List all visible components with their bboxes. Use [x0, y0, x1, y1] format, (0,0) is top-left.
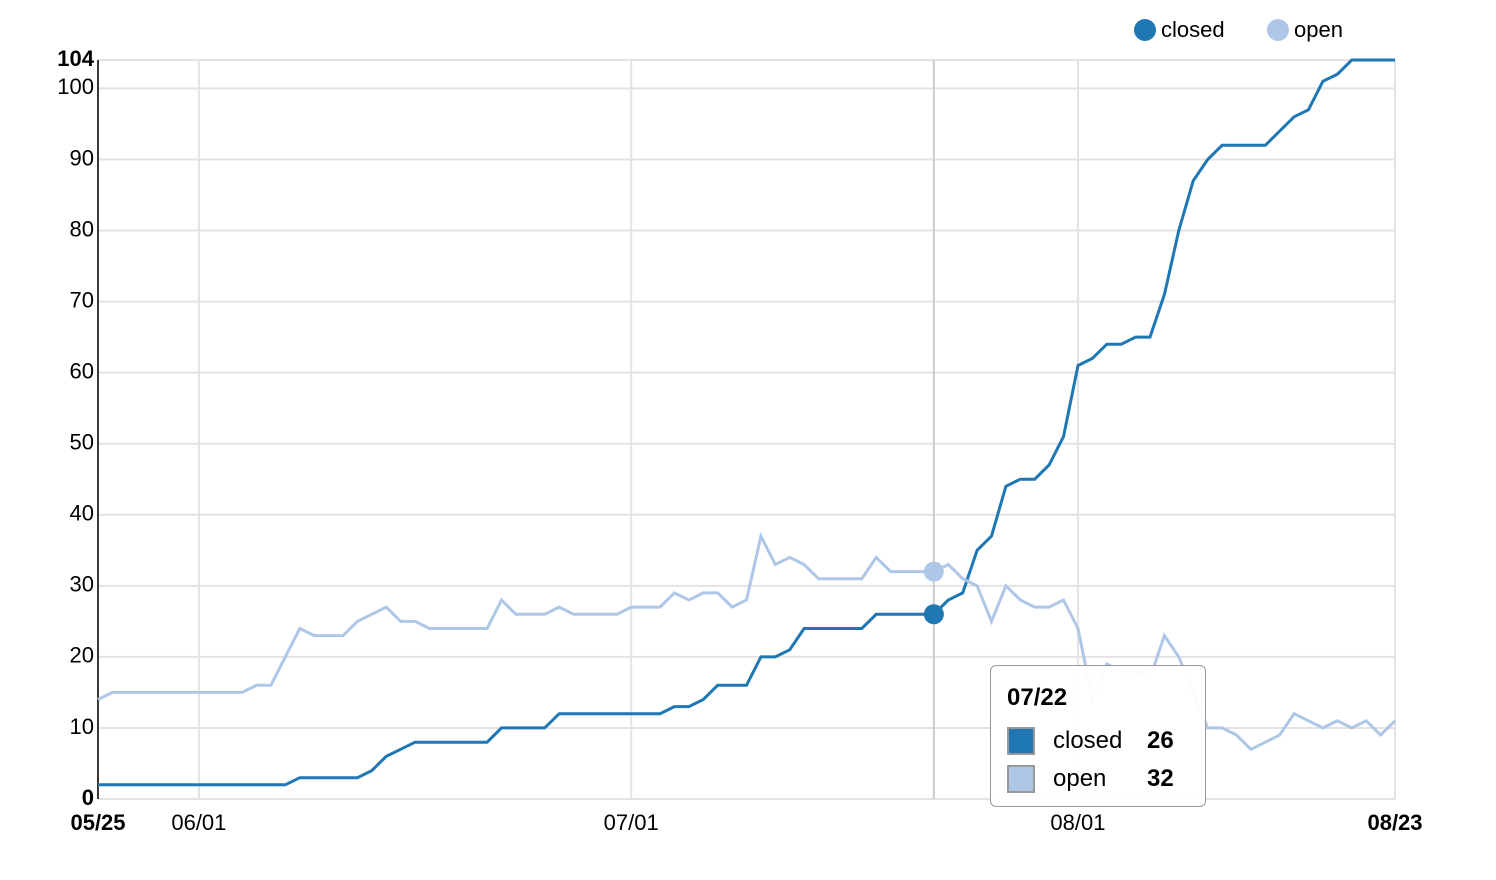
- legend-label: open: [1294, 17, 1343, 42]
- x-tick-label: 08/01: [1050, 810, 1105, 835]
- y-tick-label: 80: [70, 216, 94, 241]
- legend-marker: [1267, 19, 1289, 41]
- series-line: [97, 531, 1397, 752]
- y-tick-label: 100: [57, 74, 94, 99]
- tooltip-row: open 32: [1007, 760, 1189, 798]
- x-tick-label: 05/25: [70, 810, 125, 835]
- hover-point: [923, 604, 944, 625]
- y-tick-label: 30: [70, 572, 94, 597]
- hover-point: [923, 561, 944, 582]
- tooltip-row: closed 26: [1007, 722, 1189, 760]
- series-line: [98, 58, 1395, 787]
- y-tick-label: 20: [70, 643, 94, 668]
- tooltip: 07/22 closed 26 open 32: [990, 665, 1206, 807]
- y-tick-label: 90: [70, 145, 94, 170]
- legend-label: closed: [1161, 17, 1225, 42]
- legend-item[interactable]: closed: [1134, 17, 1225, 42]
- y-tick-label: 50: [70, 430, 94, 455]
- y-tick-label: 0: [82, 785, 94, 810]
- x-tick-label: 06/01: [171, 810, 226, 835]
- tooltip-title: 07/22: [1007, 684, 1068, 711]
- y-tick-label: 60: [70, 358, 94, 383]
- x-tick-label: 07/01: [604, 810, 659, 835]
- y-tick-label: 10: [70, 714, 94, 739]
- tooltip-value: 32: [1147, 765, 1174, 792]
- x-tick-label: 08/23: [1367, 810, 1422, 835]
- tooltip-name: open: [1053, 765, 1107, 792]
- tooltip-value: 26: [1147, 727, 1174, 754]
- y-tick-label: 40: [70, 501, 94, 526]
- legend-marker: [1134, 19, 1156, 41]
- legend-item[interactable]: open: [1267, 17, 1343, 42]
- y-tick-label: 70: [70, 287, 94, 312]
- tooltip-swatch: [1007, 765, 1035, 793]
- tooltip-swatch: [1007, 727, 1035, 755]
- tooltip-name: closed: [1053, 727, 1123, 754]
- y-tick-label: 104: [57, 46, 94, 71]
